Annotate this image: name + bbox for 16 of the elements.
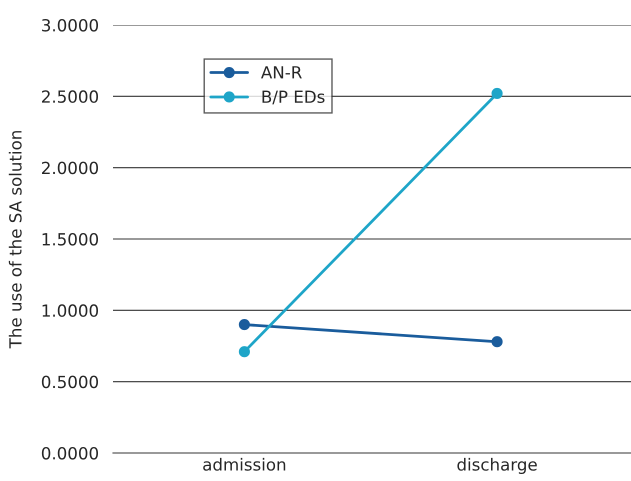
legend-label: B/P EDs [262, 90, 325, 104]
y-tick-label: 2.0000 [42, 162, 98, 174]
point [492, 336, 503, 348]
y-tick-label: 3.0000 [42, 18, 98, 32]
y-tick-label: 1.5000 [42, 232, 98, 246]
x-tick-label: admission [203, 458, 286, 471]
point [238, 319, 250, 330]
y-axis-title: The use of the SA solution [8, 131, 22, 348]
point [238, 346, 250, 358]
x-tick-label: discharge [457, 458, 537, 474]
y-tick-label: 0.5000 [42, 376, 98, 388]
y-tick-label: 0.0000 [42, 446, 98, 460]
legend-label: AN-R [261, 66, 302, 78]
point [492, 88, 503, 100]
y-tick-label: 2.5000 [42, 90, 98, 103]
y-tick-label: 1.0000 [42, 304, 98, 317]
